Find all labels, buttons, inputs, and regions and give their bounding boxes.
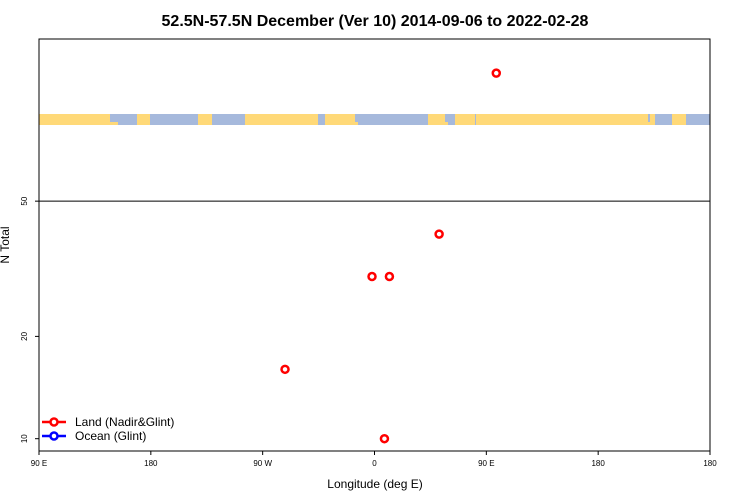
map-land [137,114,150,125]
data-point [491,68,502,78]
x-tick-label: 90 E [478,459,494,468]
x-tick-label: 0 [372,459,377,468]
map-land [325,114,355,125]
plot-frame [38,38,711,452]
map-land [137,122,146,125]
legend-entry: Ocean (Glint) [75,429,146,443]
data-point [384,271,395,282]
map-strip [39,114,710,125]
map-land [352,122,358,125]
legend-swatch-marker [49,431,59,441]
y-axis-label: N Total [0,226,12,263]
map-ocean [39,114,710,125]
y-tick-label: 20 [20,331,29,340]
x-tick-label: 180 [591,459,605,468]
map-land [455,114,475,125]
data-point [379,433,390,444]
data-points [280,68,502,444]
y-axis: 10 20 50 [20,196,39,443]
data-point [367,271,377,282]
map-land [440,122,448,125]
x-axis: 90 E 180 90 W 0 90 E 180 180 [31,451,717,468]
x-tick-label: 180 [703,459,717,468]
map-land [428,114,445,125]
chart-title: 52.5N-57.5N December (Ver 10) 2014-09-06… [162,13,589,30]
data-point [280,364,290,375]
map-land [198,114,212,125]
y-tick-label: 10 [20,434,29,443]
map-land [106,122,118,125]
map-land [650,114,655,125]
data-point [434,229,444,239]
map-land [675,122,684,125]
y-tick-label: 50 [20,196,29,205]
map-land [300,122,312,125]
legend-swatch-marker [49,417,59,427]
map-land [245,114,318,125]
x-tick-label: 90 E [31,459,47,468]
x-axis-label: Longitude (deg E) [327,477,422,491]
map-land [672,114,686,125]
x-tick-label: 180 [144,459,158,468]
legend-entry: Land (Nadir&Glint) [75,415,174,429]
legend: Land (Nadir&Glint)Ocean (Glint) [42,415,174,443]
map-land [476,114,648,125]
map-land [39,114,110,125]
x-tick-label: 90 W [253,459,272,468]
map-land [640,122,652,125]
